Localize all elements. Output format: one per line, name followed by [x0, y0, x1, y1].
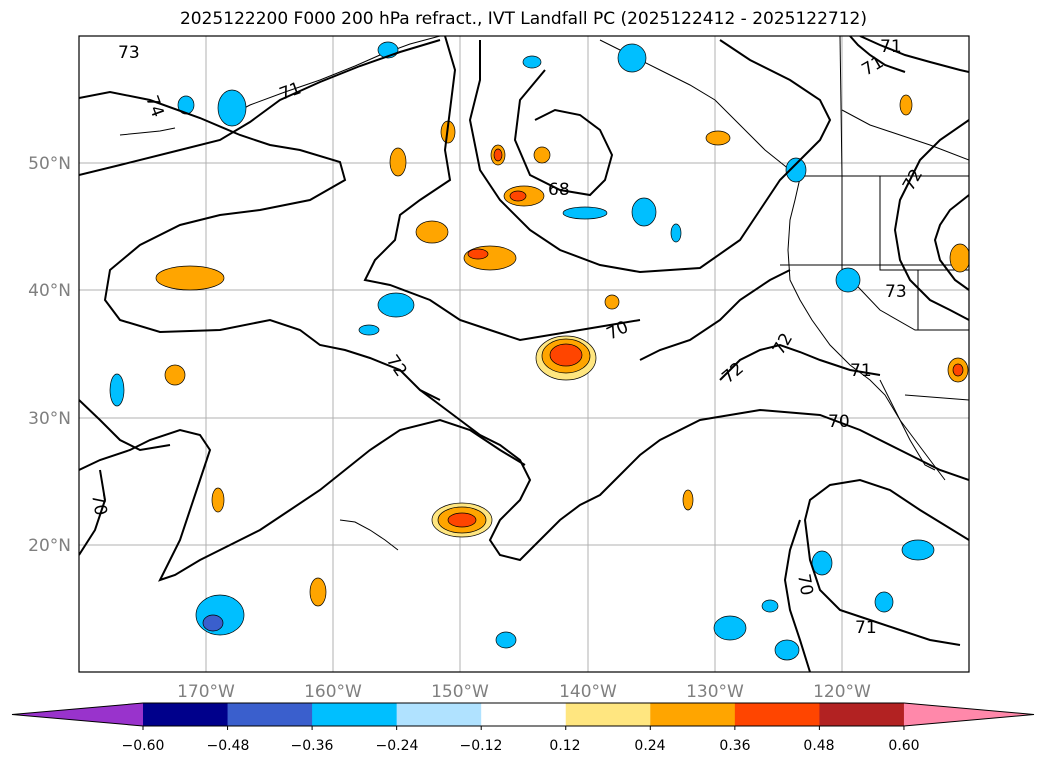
shaded-anomalies	[109, 41, 969, 661]
colorbar-tick-label: 0.48	[803, 738, 834, 754]
contour-label-16: 71	[855, 618, 877, 638]
map-title: 2025122200 F000 200 hPa refract., IVT La…	[179, 9, 867, 29]
lon-tick-label: 170°W	[177, 682, 235, 702]
refractivity-contours	[79, 36, 969, 672]
contour-label-6: 68	[548, 180, 570, 200]
colorbar-tick-label: 0.12	[549, 738, 580, 754]
colorbar	[11, 702, 1035, 730]
contour-label-1: 73	[118, 43, 140, 63]
map-panel	[79, 36, 969, 672]
lon-tick-label: 130°W	[686, 682, 744, 702]
lat-tick-label: 40°N	[28, 281, 71, 301]
colorbar-tick-label: 0.60	[888, 738, 919, 754]
colorbar-segment	[396, 703, 482, 726]
colorbar-tick-label: 0.36	[719, 738, 750, 754]
map-frame	[78, 35, 970, 673]
colorbar-segment	[143, 703, 229, 726]
colorbar-tick-label: −0.12	[460, 738, 503, 754]
lon-tick-label: 150°W	[431, 682, 489, 702]
lon-tick-label: 120°W	[813, 682, 871, 702]
colorbar-segment	[819, 703, 905, 726]
colorbar-segment	[312, 703, 398, 726]
lon-tick-label: 160°W	[304, 682, 362, 702]
lat-tick-label: 50°N	[28, 154, 71, 174]
colorbar-segment	[481, 703, 567, 726]
colorbar-tick-label: −0.24	[376, 738, 419, 754]
lat-tick-label: 30°N	[28, 409, 71, 429]
colorbar-segment	[227, 703, 313, 726]
contour-label-15: 70	[793, 572, 816, 597]
colorbar-segment	[565, 703, 651, 726]
colorbar-tick-label: −0.36	[291, 738, 334, 754]
colorbar-tick-label: 0.24	[634, 738, 665, 754]
contour-label-12: 71	[850, 361, 872, 381]
colorbar-tick-label: −0.60	[122, 738, 165, 754]
lat-tick-labels: 50°N 40°N 30°N 20°N	[28, 154, 71, 556]
contour-label-13: 70	[828, 412, 850, 432]
lon-tick-labels: 170°W 160°W 150°W 140°W 130°W 120°W	[177, 682, 871, 702]
colorbar-extend-max	[903, 703, 1034, 726]
colorbar-extend-min	[12, 703, 143, 726]
colorbar-segment	[734, 703, 820, 726]
colorbar-segment	[650, 703, 736, 726]
lon-tick-label: 140°W	[559, 682, 617, 702]
contour-label-4: 71	[880, 37, 902, 57]
colorbar-tick-labels: −0.60 −0.48 −0.36 −0.24 −0.12 0.12 0.24 …	[122, 738, 920, 754]
lat-tick-label: 20°N	[28, 536, 71, 556]
contour-label-11: 73	[885, 282, 907, 302]
contour-label-14: 70	[87, 492, 110, 517]
colorbar-tick-label: −0.48	[207, 738, 250, 754]
